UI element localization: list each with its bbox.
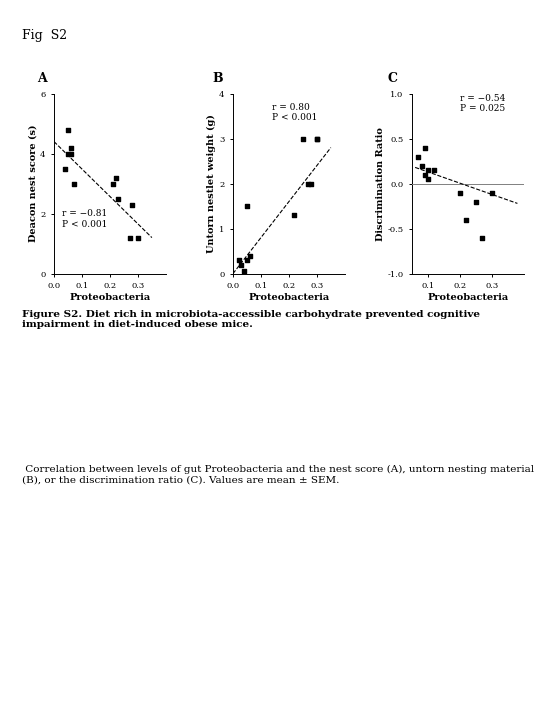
Point [133,232,142,243]
Text: Fig  S2: Fig S2 [22,29,67,42]
Point [313,132,321,144]
Point [471,196,480,207]
Y-axis label: Deacon nest score (s): Deacon nest score (s) [29,125,37,243]
X-axis label: Proteobacteria: Proteobacteria [248,293,329,302]
Point [414,151,423,163]
Point [245,250,254,261]
Point [114,193,123,204]
X-axis label: Proteobacteria: Proteobacteria [427,293,509,302]
Point [462,214,470,225]
Text: A: A [37,71,47,85]
Text: Figure S2. Diet rich in microbiota-accessible carbohydrate prevented cognitive i: Figure S2. Diet rich in microbiota-acces… [22,310,480,329]
Text: r = −0.81
P < 0.001: r = −0.81 P < 0.001 [63,210,108,229]
Point [125,232,134,243]
Point [313,132,321,144]
Y-axis label: Discrimination Ratio: Discrimination Ratio [376,127,384,240]
Point [66,142,75,153]
Point [237,259,246,271]
Point [299,132,307,144]
Point [242,254,251,266]
Y-axis label: Untorn nestlet weight (g): Untorn nestlet weight (g) [207,114,217,253]
Point [109,178,117,189]
Text: Correlation between levels of gut Proteobacteria and the nest score (A), untorn : Correlation between levels of gut Proteo… [22,465,534,485]
X-axis label: Proteobacteria: Proteobacteria [69,293,151,302]
Point [61,163,70,174]
Point [423,164,432,176]
Point [430,164,438,176]
Point [240,266,248,277]
Text: r = 0.80
P < 0.001: r = 0.80 P < 0.001 [272,102,318,122]
Text: C: C [387,71,397,85]
Point [417,160,426,171]
Point [111,172,120,184]
Point [66,148,75,159]
Point [304,178,313,189]
Point [421,169,429,181]
Point [421,142,429,153]
Point [64,148,72,159]
Point [128,199,137,210]
Text: r = −0.54
P = 0.025: r = −0.54 P = 0.025 [460,94,505,113]
Point [478,232,487,243]
Point [307,178,315,189]
Point [290,210,299,221]
Point [456,186,464,198]
Point [64,124,72,135]
Point [69,178,78,189]
Point [242,200,251,212]
Text: B: B [213,71,224,85]
Point [423,174,432,185]
Point [234,254,243,266]
Point [488,186,496,198]
